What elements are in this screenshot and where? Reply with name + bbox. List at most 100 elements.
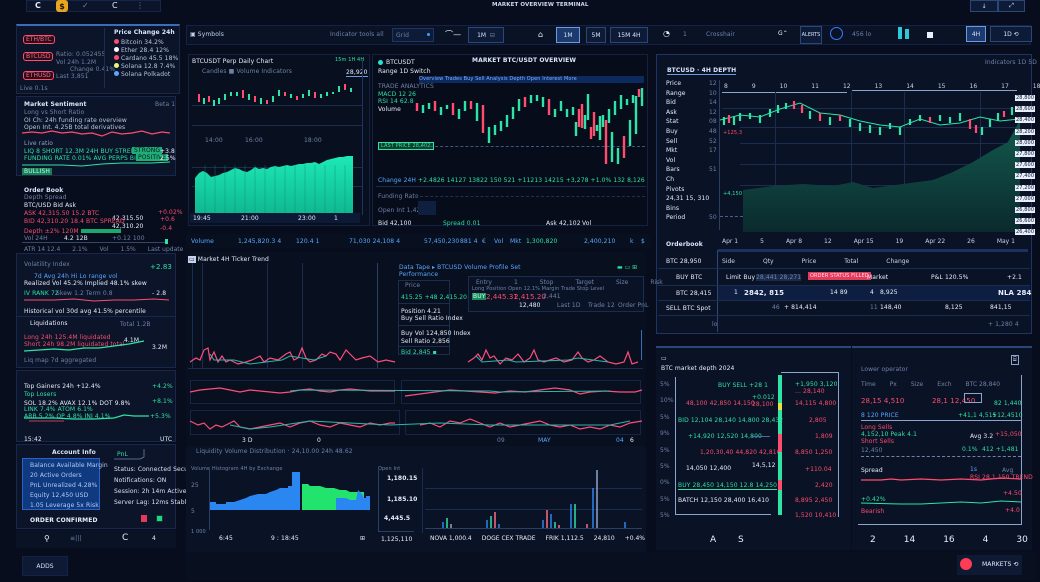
lower-trade-box — [468, 276, 644, 312]
lower-vgrid-2 — [202, 263, 203, 368]
main-indicator-2[interactable]: MACD 12 26 — [378, 91, 417, 98]
lower-right-vline — [641, 330, 642, 360]
lower-middle-header[interactable]: ▭ Market 4H Ticker Trend — [188, 256, 269, 263]
small-right-divider — [362, 60, 363, 215]
right-left-values: 12 10 14 12 08 48 52 17 51 50 — [709, 80, 717, 222]
main-chart-sub[interactable]: Range 1D Switch — [378, 68, 431, 75]
footer-icon-refresh[interactable]: C — [122, 533, 129, 543]
layout-label: Grid — [396, 32, 409, 39]
expand-button[interactable]: ⤢ — [998, 0, 1025, 12]
bars-x-3[interactable]: ⊞ — [360, 535, 366, 542]
refresh-icon[interactable]: C — [112, 1, 118, 10]
ticker-badge-1[interactable]: ETH/BTC — [23, 35, 55, 44]
lower-status-icons[interactable]: ▬ ▭ ⊞ — [617, 264, 638, 271]
cursor-label: Crosshair — [706, 31, 735, 38]
main-bottom-values: +2.4826 14127 13822 150 521 +11213 14215… — [418, 177, 645, 184]
sentiment-line-1: Long vs Short Ratio — [24, 109, 85, 116]
right-chart-menu[interactable]: Indicators 1D 5D — [985, 59, 1037, 66]
orderbook-slider-handle[interactable] — [165, 239, 168, 244]
lower-trade-buy[interactable]: BUY — [472, 293, 487, 300]
order-row-2-label: BTC 28,415 — [676, 290, 712, 297]
lower-vgrid-4 — [302, 263, 303, 368]
indicator-filter[interactable]: Indicator tools all — [330, 31, 384, 38]
main-indicator-4[interactable]: Volume — [378, 106, 401, 113]
trades-panel — [852, 346, 1032, 550]
status-green-icon[interactable] — [156, 515, 163, 522]
depth-menu-icon[interactable]: ▭ — [661, 355, 667, 362]
lower-info-5: Buy Vol 124,850 Index — [401, 330, 471, 337]
main-tabs-bar[interactable]: Overview Trades Buy Sell Analysis Depth … — [419, 76, 644, 83]
main-indicator-3[interactable]: RSI 14 62.8 — [378, 98, 414, 105]
download-button[interactable]: ↓ — [970, 0, 998, 12]
small-chart-pair[interactable]: 15m 1H 4H — [335, 57, 365, 63]
alerts-button[interactable]: ALERTS — [800, 26, 822, 44]
legend-item[interactable]: Cardano 45.5 18% — [114, 55, 178, 63]
order-row-2[interactable] — [718, 286, 1030, 300]
small-chart-controls[interactable]: Candles ■ Volume Indicators — [202, 68, 293, 75]
right-grid-2 — [740, 127, 1017, 128]
main-mini-block — [418, 201, 436, 215]
spikes-y-2: 1,185.10 — [387, 496, 418, 503]
timeframe-5m-button[interactable]: 5M — [586, 27, 606, 43]
extra-button[interactable]: 1D ⟲ — [990, 26, 1032, 42]
footer-icon-pin[interactable]: ⚲ — [44, 534, 50, 543]
lower-sub-header[interactable]: Data Tape ▸ BTCUSD Volume Profile Set — [399, 264, 521, 271]
bar-chart-icon[interactable] — [898, 27, 902, 39]
main-symbol[interactable]: BTCUSDT — [386, 59, 415, 66]
alert-red-icon[interactable] — [141, 515, 147, 522]
stats-value-5: 881 4 — [460, 238, 478, 245]
orderbook-side-sub: Depth Spread — [24, 194, 67, 201]
legend-item[interactable]: Ether 28.4 12% — [114, 47, 178, 55]
target-icon[interactable] — [830, 27, 843, 40]
timeframe-15m-button[interactable]: 15M 4H — [610, 27, 648, 43]
stats-value-2: 120.4 1 — [296, 238, 320, 245]
footer-icon-bars[interactable]: ≡||| — [70, 535, 82, 542]
timeframe-1m-button[interactable]: 1M — [556, 27, 580, 43]
layout-selector[interactable] — [392, 28, 434, 42]
settings-label[interactable]: G⌃ — [778, 30, 788, 37]
draw-tool-icon[interactable]: ⌂ — [538, 30, 544, 39]
cursor-icon[interactable]: ◔ — [663, 29, 671, 38]
symbol-search[interactable]: ▣ Symbols — [190, 31, 224, 38]
record-indicator-icon[interactable] — [960, 558, 972, 570]
wallet-icon[interactable]: $ — [56, 0, 68, 12]
order-row-2-cell-4: 4 — [870, 289, 874, 296]
main-legend-dot — [378, 60, 383, 65]
line-tool-icon[interactable]: ⌒— — [445, 30, 462, 39]
check-icon[interactable]: ✓ — [82, 1, 89, 10]
footer-icon-number[interactable]: 4 — [152, 535, 156, 542]
spikes-grid-2 — [425, 509, 642, 510]
bottom-tab-adds[interactable]: ADDS — [22, 556, 68, 576]
depth-row-3-right: 28,100 — [752, 401, 774, 408]
square-icon[interactable] — [927, 32, 933, 38]
legend-item[interactable]: Bitcoin 34.2% — [114, 39, 178, 47]
main-indicator-1[interactable]: TRADE ANALYTICS — [378, 83, 434, 90]
bottom-right-widget[interactable] — [957, 555, 1022, 575]
ticker-badge-3[interactable]: ETHUSD — [23, 71, 54, 80]
order-row-3-label: SELL BTC Spot — [666, 305, 711, 312]
menu-icon-c[interactable]: C — [35, 1, 41, 10]
more-icon[interactable]: ⋮ — [136, 1, 145, 10]
trades-row-4-mid: Avg 3.2 — [970, 433, 994, 440]
order-row-1-cell-4: Market — [867, 274, 889, 281]
orderbook-slider[interactable] — [22, 242, 167, 243]
right-chart-title[interactable]: BTCUSD · 4H DEPTH — [667, 67, 737, 75]
timeframe-group[interactable]: 1M ⊟ — [468, 27, 504, 43]
trades-footer[interactable]: 2 14 16 4 30 — [870, 535, 1028, 545]
ticker-badge-2[interactable]: BTCUSD — [23, 52, 54, 61]
depth-side-box — [781, 372, 839, 517]
main-bottom-grid-2 — [415, 196, 645, 197]
trades-row-2-line — [861, 419, 1021, 421]
depth-row-6: 1,20,30,40 44,820 42,810 — [700, 449, 781, 456]
mode-button[interactable]: 4H — [966, 26, 986, 42]
depth-footer-a[interactable]: A — [710, 535, 717, 545]
depth-footer-s[interactable]: S — [738, 535, 744, 545]
lower-info-7: Bid 2,845 ▪ — [401, 349, 437, 356]
liquidations-val-2: 3.2M — [152, 344, 168, 351]
trades-box — [858, 375, 1022, 525]
trades-export-icon[interactable]: ⌸ — [1011, 355, 1019, 365]
account-summary-box[interactable] — [22, 458, 100, 510]
legend-item[interactable]: Solana 12.8 7.4% — [114, 63, 178, 71]
stats-strip — [186, 234, 651, 248]
legend-item[interactable]: Solana Polkadot — [114, 71, 178, 79]
